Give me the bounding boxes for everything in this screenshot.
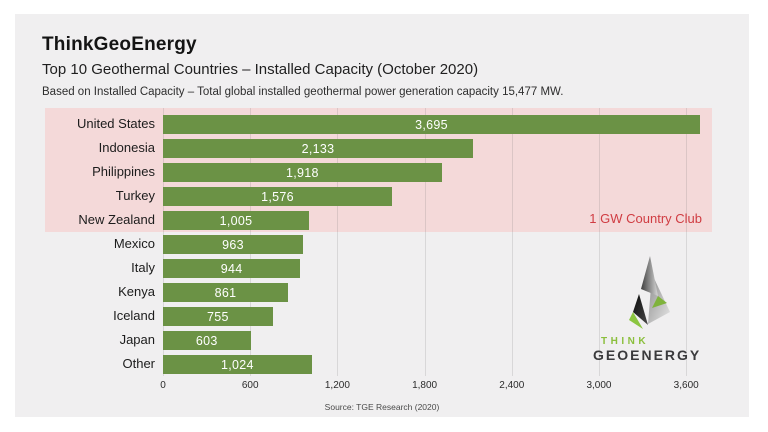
bar-iceland: 755 [163,307,273,326]
bar-mexico: 963 [163,235,303,254]
bar-value-turkey: 1,576 [261,189,294,204]
x-tick-0: 0 [160,380,166,391]
country-label-turkey: Turkey [115,188,155,203]
country-label-indonesia: Indonesia [98,140,155,155]
bar-philippines: 1,918 [163,163,442,182]
row-japan: Japan 603 [45,328,712,352]
bar-turkey: 1,576 [163,187,393,206]
country-label-other: Other [122,356,155,371]
source-note: Source: TGE Research (2020) [324,402,440,412]
bar-value-italy: 944 [220,261,243,276]
thinkgeoenergy-logo-icon [629,256,670,329]
logo-text-think: THINK [601,336,650,347]
x-tick-1800: 1,800 [412,380,438,391]
row-new-zealand: New Zealand 1,005 [45,208,712,232]
row-mexico: Mexico 963 [45,232,712,256]
bar-chart: United States 3,695 Indonesia 2,133 Philippi… [45,108,712,391]
x-tick-600: 600 [241,380,259,391]
country-label-italy: Italy [131,260,155,275]
bar-kenya: 861 [163,283,289,302]
bar-indonesia: 2,133 [163,139,473,158]
bar-other: 1,024 [163,355,312,374]
bar-italy: 944 [163,259,301,278]
country-label-kenya: Kenya [118,284,155,299]
country-label-united-states: United States [76,116,155,131]
gridline-1200 [337,108,339,376]
gridline-3600 [686,108,688,376]
brand-title: ThinkGeoEnergy [42,34,197,55]
gridline-2400 [511,108,513,376]
country-label-japan: Japan [119,332,155,347]
bar-united-states: 3,695 [163,115,700,134]
gw-club-annotation: 1 GW Country Club [589,211,702,226]
bar-value-indonesia: 2,133 [301,141,335,156]
gridline-1800 [424,108,426,376]
row-iceland: Iceland 755 [45,304,712,328]
country-label-mexico: Mexico [113,236,155,251]
row-turkey: Turkey 1,576 [45,184,712,208]
bar-value-iceland: 755 [206,309,229,324]
country-label-new-zealand: New Zealand [78,212,155,227]
x-tick-2400: 2,400 [499,380,525,391]
bar-value-new-zealand: 1,005 [219,213,253,228]
bar-value-mexico: 963 [222,237,244,252]
row-indonesia: Indonesia 2,133 [45,136,712,160]
row-italy: Italy 944 [45,256,712,280]
infographic-card: ThinkGeoEnergy Top 10 Geothermal Countri… [15,14,749,417]
row-philippines: Philippines 1,918 [45,160,712,184]
bar-value-other: 1,024 [221,357,254,372]
chart-title: Top 10 Geothermal Countries – Installed … [42,61,479,78]
bar-value-philippines: 1,918 [285,165,319,180]
logo-text-geoenergy: GEOENERGY [593,347,702,363]
country-label-iceland: Iceland [113,308,155,323]
bar-value-japan: 603 [195,333,218,348]
country-label-philippines: Philippines [92,164,155,179]
x-tick-3600: 3,600 [673,380,699,391]
row-kenya: Kenya 861 [45,280,712,304]
bar-japan: 603 [163,331,251,350]
row-united-states: United States 3,695 [45,112,712,136]
x-tick-3000: 3,000 [586,380,612,391]
row-other: Other 1,024 [45,352,712,376]
x-tick-1200: 1,200 [324,380,350,391]
bar-value-kenya: 861 [214,285,237,300]
bar-new-zealand: 1,005 [163,211,310,230]
bar-value-united-states: 3,695 [415,117,448,132]
chart-caption: Based on Installed Capacity – Total glob… [42,86,564,98]
gridline-3000 [598,108,600,376]
